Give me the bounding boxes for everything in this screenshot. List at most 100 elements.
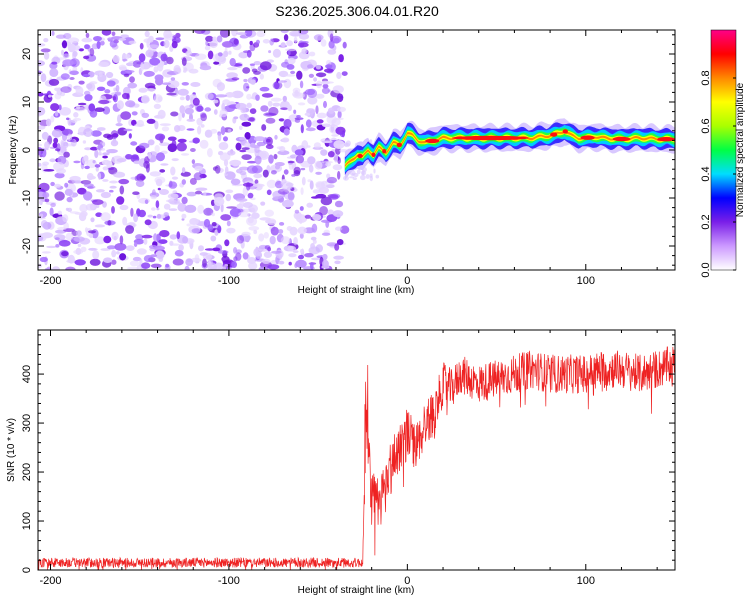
noise-blob (113, 171, 126, 178)
noise-blob (171, 139, 177, 149)
noise-blob (262, 39, 270, 44)
x-tick-label: 0 (404, 575, 410, 587)
noise-blob (48, 78, 60, 86)
noise-blob (266, 189, 272, 196)
noise-blob (135, 179, 145, 188)
noise-blob (138, 209, 146, 218)
noise-blob (212, 247, 221, 252)
noise-blob (306, 202, 314, 208)
noise-blob (53, 137, 59, 144)
noise-blob (248, 204, 258, 213)
snr-series-line (38, 346, 675, 570)
noise-blob (306, 145, 311, 148)
noise-blob (185, 94, 190, 101)
noise-blob (226, 220, 231, 227)
noise-blob (308, 51, 316, 57)
noise-blob (295, 155, 305, 164)
noise-blob (194, 30, 206, 34)
noise-blob (132, 256, 142, 262)
noise-blob (101, 159, 111, 166)
noise-blob (51, 61, 58, 65)
noise-blob (322, 83, 329, 89)
noise-blob (153, 233, 158, 242)
noise-blob (287, 50, 291, 56)
noise-blob (332, 210, 344, 218)
snr-marks (38, 346, 675, 570)
noise-blob (218, 142, 229, 150)
noise-blob (49, 207, 54, 216)
noise-blob (43, 38, 49, 43)
noise-blob (189, 177, 197, 185)
noise-blob (305, 119, 312, 128)
noise-blob (312, 214, 322, 221)
noise-blob (145, 49, 154, 58)
ridge-haze (373, 168, 376, 174)
noise-blob (94, 107, 105, 112)
noise-blob (176, 231, 181, 240)
noise-blob (323, 100, 327, 109)
noise-blob (149, 171, 161, 177)
noise-blob (58, 240, 71, 247)
noise-blob (247, 216, 254, 224)
noise-blob (83, 55, 90, 60)
noise-blob (229, 58, 236, 67)
noise-blob (119, 204, 129, 211)
noise-blob (266, 179, 277, 189)
noise-blob (241, 231, 251, 237)
noise-blob (173, 64, 181, 75)
noise-blob (278, 260, 285, 265)
noise-blob (230, 178, 241, 186)
noise-blob (174, 125, 181, 133)
noise-blob (301, 140, 309, 150)
noise-blob (321, 160, 333, 164)
noise-blob (149, 244, 158, 249)
noise-blob (103, 257, 113, 264)
noise-blob (333, 153, 339, 163)
x-tick-label: -200 (39, 575, 61, 587)
noise-blob (144, 199, 149, 204)
noise-blob (246, 93, 252, 100)
ridge-haze (352, 177, 357, 181)
noise-blob (280, 107, 288, 110)
noise-blob (236, 32, 247, 36)
noise-blob (238, 211, 250, 218)
noise-blob (64, 188, 73, 196)
noise-blob (254, 179, 259, 184)
noise-blob (270, 170, 277, 175)
noise-blob (227, 150, 236, 156)
noise-blob (184, 265, 190, 270)
noise-blob (59, 107, 71, 116)
snr-y-label: SNR (10 * v/v) (6, 418, 17, 482)
noise-blob (266, 138, 271, 143)
noise-blob (315, 93, 325, 99)
noise-blob (99, 40, 105, 46)
noise-blob (334, 260, 341, 265)
noise-blob (216, 82, 225, 92)
noise-blob (212, 36, 218, 42)
noise-blob (176, 142, 187, 152)
noise-blob (94, 149, 99, 159)
noise-blob (38, 162, 42, 167)
noise-blob (235, 142, 242, 151)
snr-background (38, 330, 675, 570)
noise-blob (128, 133, 132, 139)
noise-blob (321, 87, 330, 94)
noise-blob (129, 260, 140, 267)
noise-blob (299, 80, 304, 89)
noise-blob (50, 103, 60, 112)
noise-blob (167, 80, 180, 89)
noise-blob (307, 88, 318, 99)
noise-blob (85, 32, 90, 39)
noise-blob (194, 165, 203, 172)
noise-blob (104, 89, 111, 94)
noise-blob (277, 150, 290, 156)
noise-blob (296, 70, 303, 80)
noise-blob (46, 245, 57, 249)
noise-blob (217, 52, 223, 57)
noise-blob (114, 243, 127, 251)
noise-blob (249, 108, 257, 114)
noise-blob (286, 40, 293, 47)
ridge-core (562, 129, 568, 134)
noise-blob (42, 192, 50, 199)
noise-blob (255, 94, 260, 101)
